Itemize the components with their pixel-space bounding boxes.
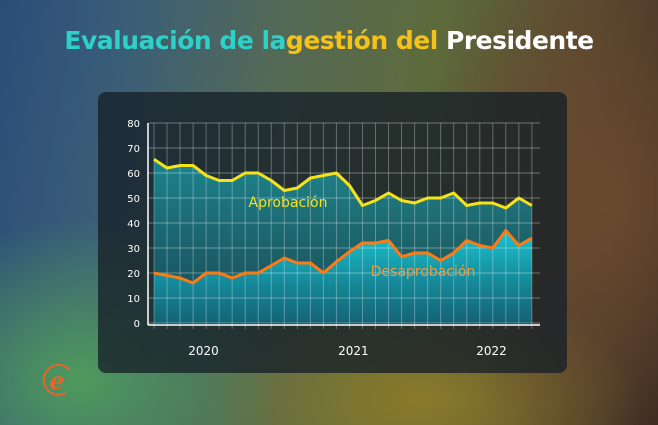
page-title: Evaluación de lagestión del Presidente [0, 26, 658, 55]
title-part-2: gestión del [285, 26, 438, 55]
e-circle-logo-icon: e [42, 363, 71, 396]
line-desaprobacion [153, 229, 533, 285]
line-aprobacion [153, 158, 533, 210]
title-part-1: Evaluación de la [64, 26, 286, 55]
y-tick-label: 60 [127, 169, 140, 180]
series-label-desaprobacion: Desaprobación [371, 264, 476, 280]
series-label-aprobacion: Aprobación [249, 195, 328, 211]
y-tick-label: 40 [127, 219, 140, 230]
area-desaprobacion [154, 230, 532, 323]
x-year-label: 2022 [476, 344, 507, 358]
x-year-label: 2020 [188, 344, 219, 358]
y-tick-label: 70 [127, 144, 140, 155]
y-tick-label: 10 [127, 294, 140, 305]
y-tick-label: 50 [127, 194, 140, 205]
svg-text:e: e [49, 366, 64, 395]
y-tick-label: 30 [127, 244, 140, 255]
title-part-3: Presidente [446, 26, 594, 55]
x-year-label: 2021 [338, 344, 369, 358]
y-tick-label: 80 [127, 119, 140, 130]
y-tick-label: 0 [134, 319, 140, 330]
y-tick-label: 20 [127, 269, 140, 280]
